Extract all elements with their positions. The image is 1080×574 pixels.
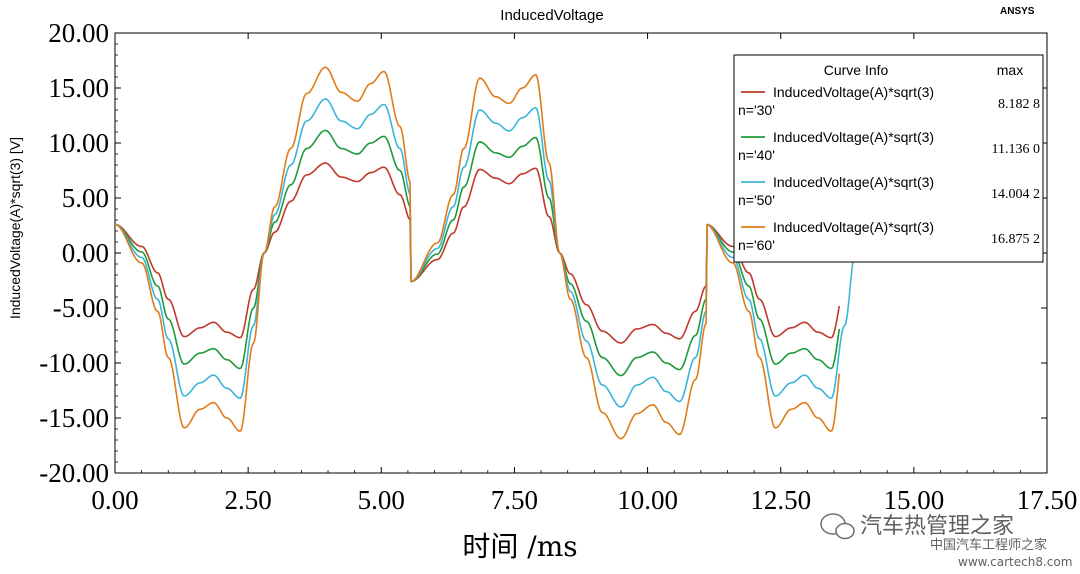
y-tick-label: 0.00 <box>62 238 109 268</box>
legend-max-header: max <box>997 62 1023 78</box>
legend-series-param: n='30' <box>738 102 775 118</box>
watermark-line1: 汽车热管理之家 <box>860 514 1014 539</box>
legend-series-param: n='50' <box>738 192 775 208</box>
watermark: 汽车热管理之家 中国汽车工程师之家 www.cartech8.com <box>820 513 1072 569</box>
legend-series-name: InducedVoltage(A)*sqrt(3) <box>773 129 934 145</box>
series-line-0 <box>114 162 841 344</box>
x-tick-label: 10.00 <box>617 485 678 515</box>
legend-header: Curve Info <box>824 62 889 78</box>
series-line-3 <box>114 66 841 440</box>
brand-label: ANSYS <box>1000 6 1035 17</box>
series-line-1 <box>114 129 841 377</box>
x-tick-label: 5.00 <box>358 485 405 515</box>
legend-box <box>733 54 1044 263</box>
chart-title: InducedVoltage <box>500 7 603 24</box>
watermark-line3: www.cartech8.com <box>958 555 1072 569</box>
x-tick-label: 12.50 <box>750 485 811 515</box>
y-tick-label: -20.00 <box>39 458 109 488</box>
x-tick-label: 15.00 <box>883 485 944 515</box>
x-axis-label: 时间 /ms <box>462 530 577 563</box>
x-axis-ticks: 0.00 2.50 5.00 7.50 10.00 12.50 15.00 17.50 <box>91 33 1077 515</box>
legend-series-max: 8.182 8 <box>998 97 1040 112</box>
legend: Curve Info max InducedVoltage(A)*sqrt(3)… <box>733 54 1044 263</box>
legend-series-max: 14.004 2 <box>991 187 1040 202</box>
y-tick-label: 20.00 <box>48 18 109 48</box>
y-tick-label: -5.00 <box>53 293 109 323</box>
legend-series-name: InducedVoltage(A)*sqrt(3) <box>773 219 934 235</box>
legend-series-name: InducedVoltage(A)*sqrt(3) <box>773 84 934 100</box>
legend-series-param: n='60' <box>738 237 775 253</box>
y-axis-label: InducedVoltage(A)*sqrt(3) [V] <box>7 137 23 319</box>
y-tick-label: -10.00 <box>39 348 109 378</box>
x-tick-label: 0.00 <box>91 485 138 515</box>
x-tick-label: 17.50 <box>1017 485 1078 515</box>
legend-entries: InducedVoltage(A)*sqrt(3) n='30' 8.182 8 In… <box>738 84 1040 253</box>
legend-series-param: n='40' <box>738 147 775 163</box>
x-tick-label: 7.50 <box>491 485 538 515</box>
y-tick-label: -15.00 <box>39 403 109 433</box>
legend-series-max: 16.875 2 <box>991 232 1040 247</box>
watermark-line2: 中国汽车工程师之家 <box>930 537 1047 553</box>
legend-series-name: InducedVoltage(A)*sqrt(3) <box>773 174 934 190</box>
y-tick-label: 15.00 <box>48 73 109 103</box>
wechat-icon <box>820 513 855 540</box>
y-tick-label: 5.00 <box>62 183 109 213</box>
x-tick-label: 2.50 <box>225 485 272 515</box>
legend-series-max: 11.136 0 <box>992 142 1040 157</box>
y-tick-label: 10.00 <box>48 128 109 158</box>
y-axis-ticks: 20.00 15.00 10.00 5.00 0.00 -5.00 -10.00 -15.00… <box>39 18 1047 488</box>
